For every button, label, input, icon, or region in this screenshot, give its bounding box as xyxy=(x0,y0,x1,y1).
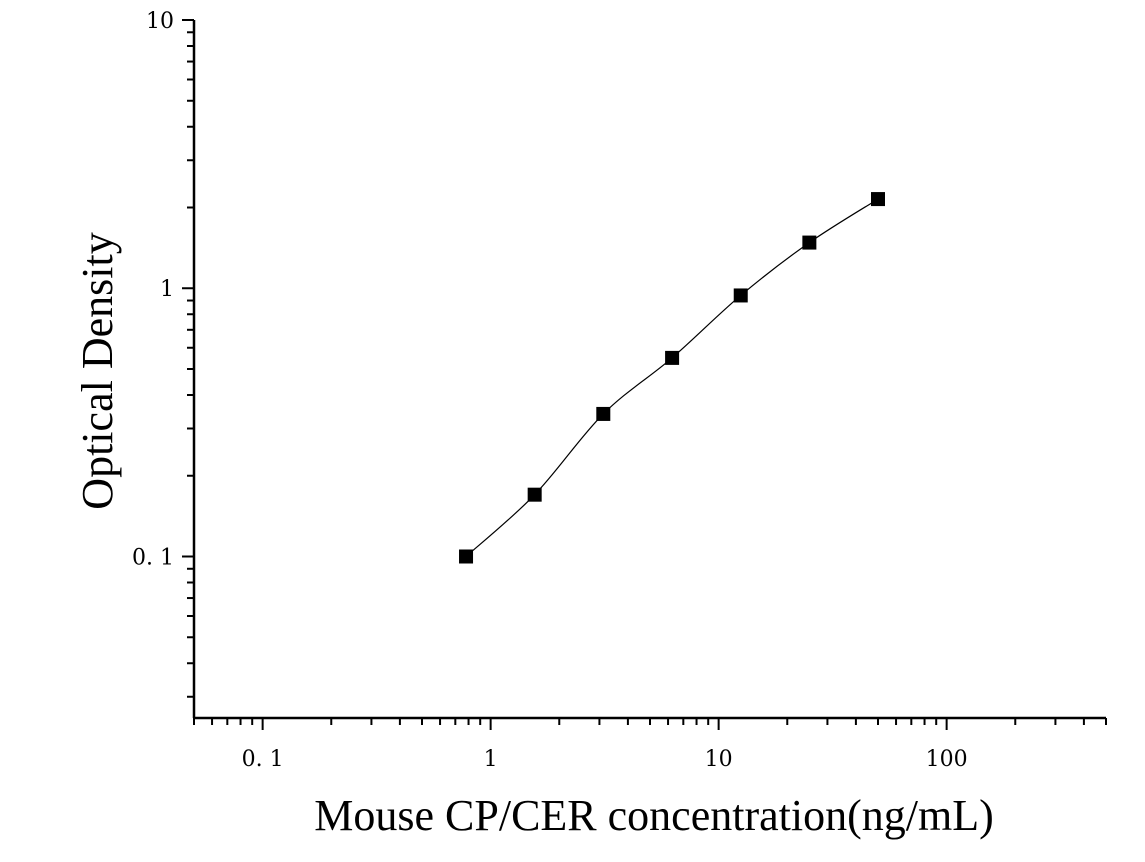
data-point xyxy=(596,406,611,421)
data-point xyxy=(459,549,474,564)
x-tick-label: 0. 1 xyxy=(242,747,284,772)
axes xyxy=(192,20,1106,720)
data-point xyxy=(733,288,748,303)
x-tick-label: 10 xyxy=(705,747,733,772)
x-ticks: 0. 1 1 10 100 xyxy=(193,718,1107,772)
fit-curve-layer xyxy=(465,198,879,557)
data-point xyxy=(871,192,885,207)
x-tick-label: 100 xyxy=(926,747,968,772)
fit-curve xyxy=(465,198,879,557)
data-points xyxy=(459,192,885,564)
x-tick-label: 1 xyxy=(484,747,498,772)
data-point xyxy=(802,235,817,250)
y-axis-title: Optical Density xyxy=(73,232,122,509)
data-point xyxy=(665,350,680,365)
y-tick-label: 10 xyxy=(146,9,174,34)
y-tick-label: 1 xyxy=(160,277,174,302)
data-point xyxy=(527,487,542,502)
x-axis-title: Mouse CP/CER concentration(ng/mL) xyxy=(314,791,993,840)
y-ticks: 0. 1 1 10 xyxy=(132,9,194,698)
y-tick-label: 0. 1 xyxy=(132,545,174,570)
